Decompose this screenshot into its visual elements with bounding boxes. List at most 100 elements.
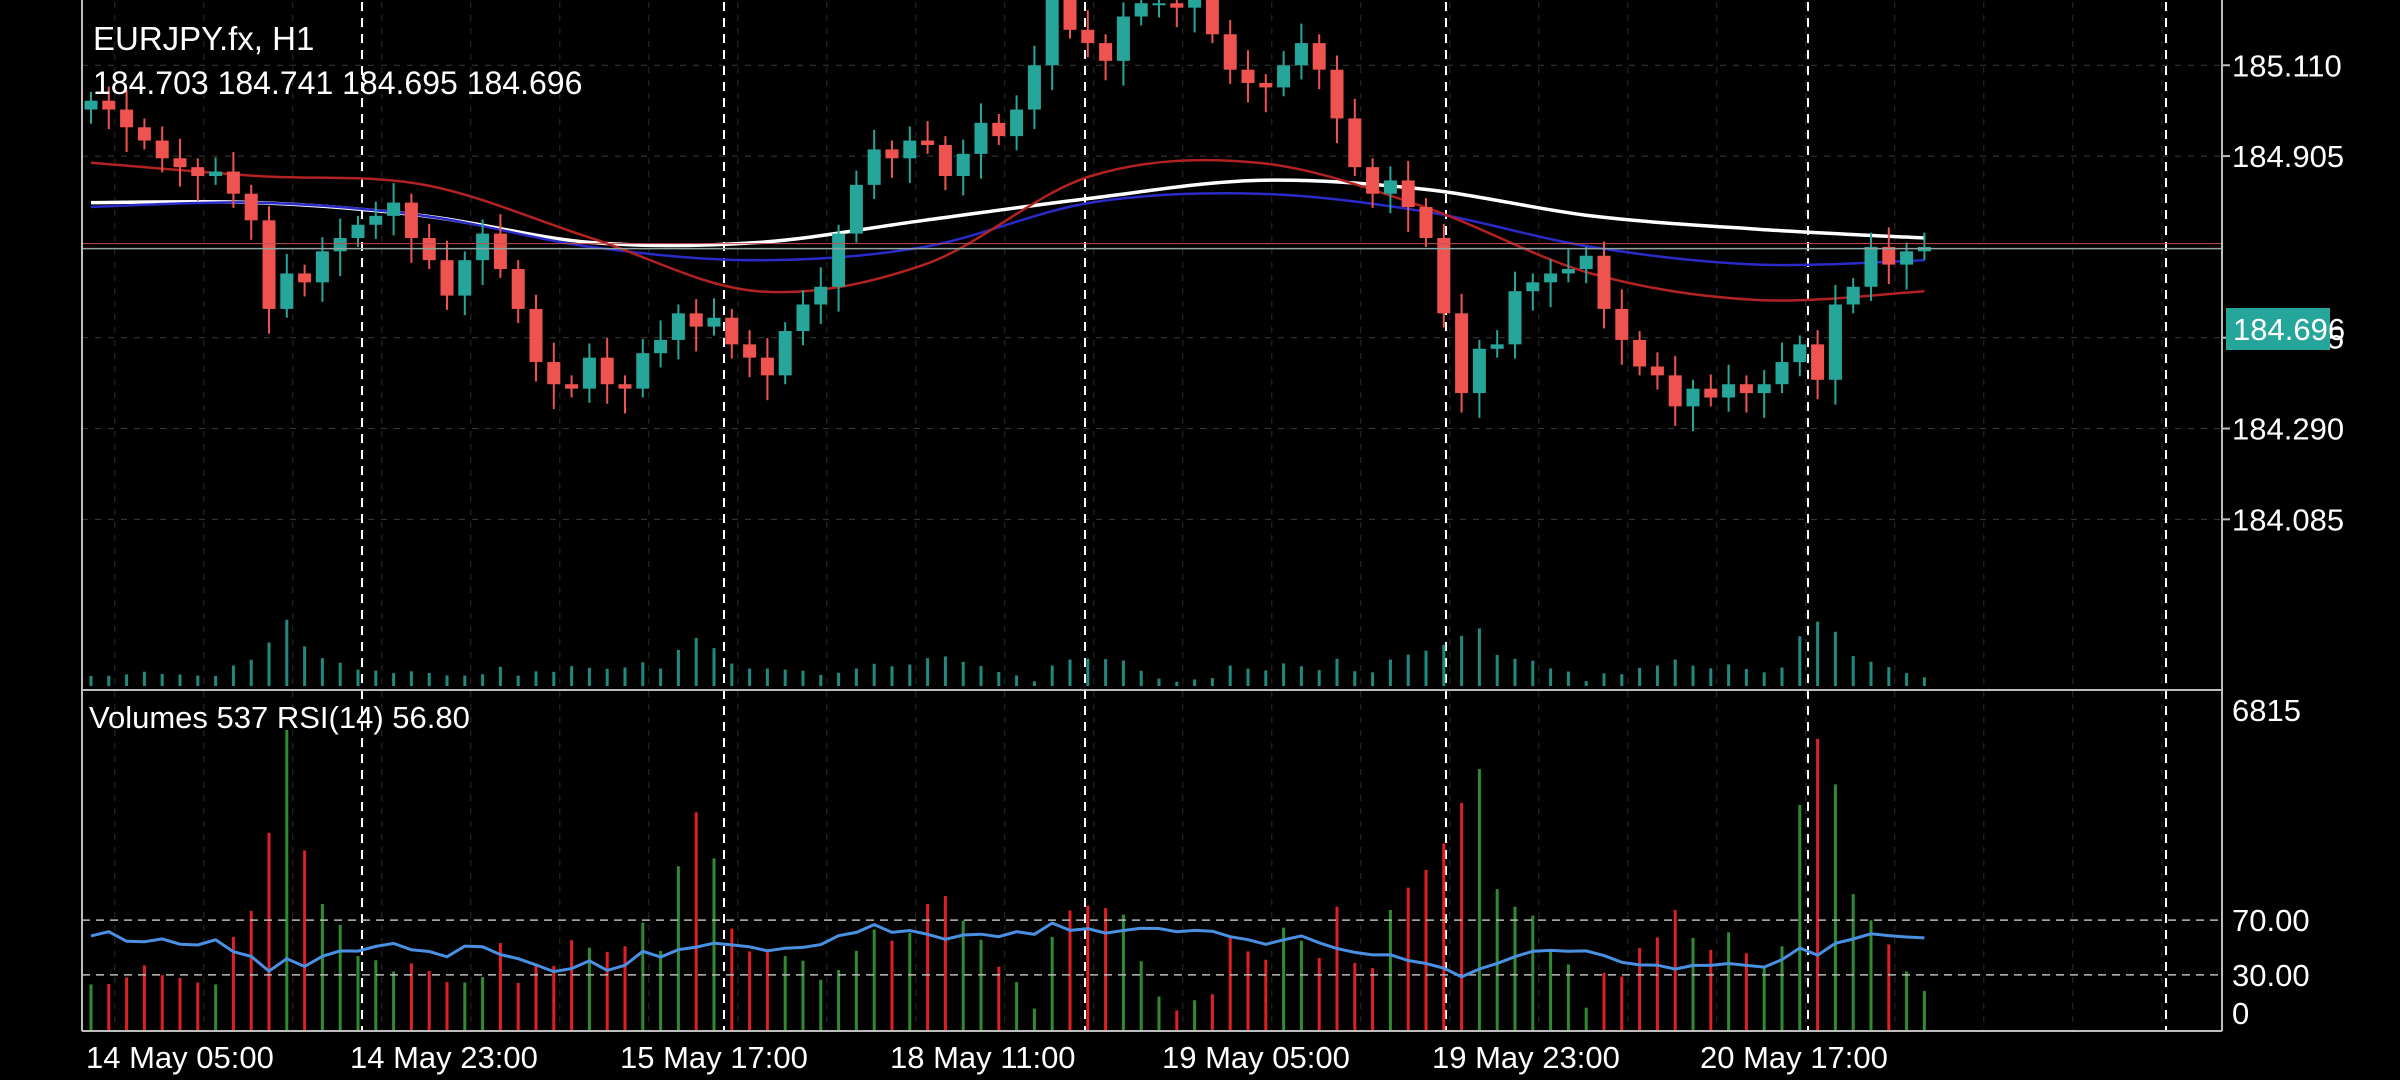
main-volume-tick: [178, 674, 182, 686]
candle-bull: [1846, 286, 1860, 305]
main-volume-tick: [1602, 673, 1606, 686]
main-volume-tick: [1869, 661, 1873, 686]
main-volume-tick: [1335, 658, 1339, 686]
volume-bar: [926, 903, 930, 1030]
main-volume-tick: [1424, 650, 1428, 686]
volume-bar: [463, 982, 467, 1030]
main-volume-tick: [1851, 656, 1855, 686]
main-volume-tick: [409, 671, 413, 686]
candle-bull: [1383, 180, 1397, 194]
main-volume-tick: [1655, 665, 1659, 686]
volume-bar: [1015, 982, 1019, 1030]
volume-bar: [623, 946, 627, 1030]
volume-bar: [570, 940, 574, 1030]
main-volume-tick: [498, 666, 502, 686]
candle-bull: [1793, 344, 1807, 363]
volume-bar: [1887, 944, 1891, 1030]
time-axis: 14 May 05:00 14 May 23:00 15 May 17:00 18 M…: [86, 1040, 1888, 1075]
volume-bar: [1264, 959, 1268, 1030]
volume-bar: [178, 977, 182, 1030]
main-volume-tick: [801, 670, 805, 686]
main-volume-tick: [1922, 677, 1926, 686]
main-volume-tick: [1015, 675, 1019, 686]
volume-bar: [356, 956, 360, 1030]
main-volume-tick: [694, 637, 698, 686]
main-volume-tick: [1353, 671, 1357, 686]
main-volume-tick: [463, 675, 467, 686]
main-volume-tick: [285, 619, 289, 686]
volume-bar: [908, 932, 912, 1030]
rsi-level-label: 30.00: [2232, 958, 2310, 993]
volume-bar: [320, 903, 324, 1030]
candle-bear: [885, 149, 899, 159]
price-tick-label: 185.110: [2232, 48, 2342, 83]
candle-bear: [743, 344, 757, 358]
candle-bear: [1348, 118, 1362, 168]
candle-bull: [1116, 16, 1130, 61]
main-volume-tick: [1549, 668, 1553, 686]
candle-bull: [1152, 3, 1166, 6]
candle-bear: [529, 308, 543, 363]
time-label: 19 May 23:00: [1432, 1040, 1620, 1075]
candle-bear: [1366, 167, 1380, 194]
candle-bear: [618, 384, 632, 389]
volume-bar: [1068, 910, 1072, 1030]
candle-bear: [689, 313, 703, 327]
candle-bull: [1526, 282, 1540, 292]
volume-bar: [1121, 914, 1125, 1030]
volume-bar: [730, 928, 734, 1030]
candle-bear: [440, 260, 454, 296]
volume-bar: [1744, 953, 1748, 1030]
main-volume-tick: [534, 671, 538, 686]
volume-bar: [196, 982, 200, 1030]
volume-bar: [1317, 957, 1321, 1030]
volume-bar: [1388, 909, 1392, 1030]
main-volume-tick: [1175, 681, 1179, 686]
main-volume-tick: [1816, 621, 1820, 686]
candle-bear: [226, 171, 240, 194]
volume-bar: [1032, 1008, 1036, 1030]
price-tick-label: 184.905: [2232, 139, 2344, 174]
volume-bar: [1086, 905, 1090, 1030]
main-volume-tick: [231, 665, 235, 686]
volume-bar: [1175, 1010, 1179, 1030]
current-price-label: 184.696: [2233, 312, 2345, 347]
candle-bear: [565, 384, 579, 389]
candle-bull: [369, 215, 383, 225]
main-volume-tick: [249, 659, 253, 686]
main-volume-tick: [1780, 667, 1784, 686]
candle-bull: [1544, 273, 1558, 283]
candle-bear: [1615, 308, 1629, 340]
candle-bull: [84, 100, 98, 110]
main-volume-tick: [303, 646, 307, 686]
current-price-tag: [2226, 308, 2330, 350]
volume-bar: [1157, 996, 1161, 1030]
candle-bear: [120, 109, 134, 128]
main-volume-tick: [1068, 659, 1072, 686]
candle-bear: [938, 145, 952, 177]
candle-bull: [1188, 0, 1202, 8]
main-volume-tick: [623, 667, 627, 686]
volume-bar: [392, 971, 396, 1030]
volume-bar: [783, 956, 787, 1030]
volume-bar: [1193, 1000, 1197, 1030]
candle-bull: [1686, 388, 1700, 407]
volume-bar: [142, 965, 146, 1030]
volume-bar: [427, 970, 431, 1030]
volume-bar: [1335, 906, 1339, 1030]
volume-bar: [107, 983, 111, 1030]
volume-bar: [1727, 932, 1731, 1030]
main-volume-tick: [890, 666, 894, 686]
main-volume-tick: [160, 673, 164, 686]
volume-bar: [765, 950, 769, 1030]
candle-bull: [387, 202, 401, 216]
volume-max-label: 6815: [2232, 693, 2301, 728]
main-volume-tick: [1691, 665, 1695, 686]
rsi-line-group: [90, 921, 1925, 979]
volume-bar: [1833, 784, 1837, 1030]
volume-bar: [374, 960, 378, 1030]
candle-bear: [155, 140, 169, 159]
volume-bar: [552, 965, 556, 1030]
volume-bar: [534, 963, 538, 1030]
